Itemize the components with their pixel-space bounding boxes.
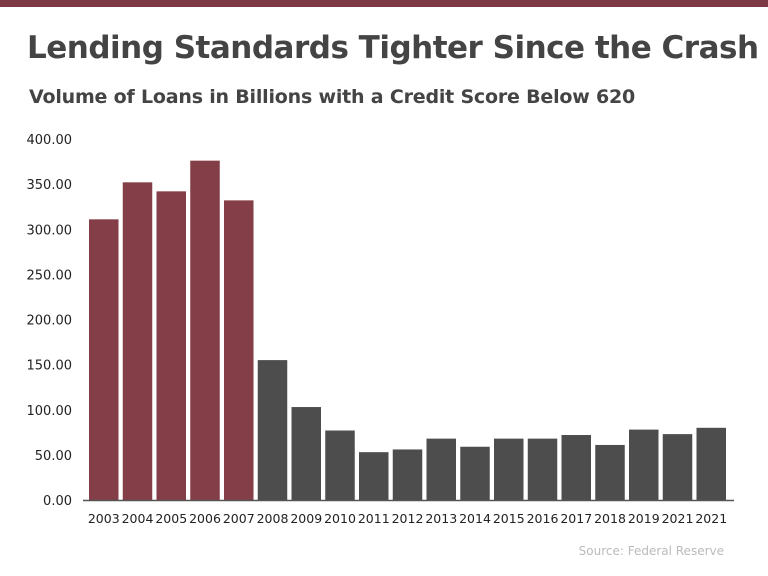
top-accent-band (0, 0, 768, 7)
x-tick-label: 2010 (324, 511, 356, 526)
bar-2011 (359, 452, 389, 500)
y-tick-label: 50.00 (35, 449, 72, 464)
y-tick-label: 350.00 (27, 178, 73, 193)
bar-2006 (190, 160, 220, 500)
bar-2007 (224, 200, 254, 500)
bar-2017 (561, 435, 591, 500)
x-tick-label: 2008 (257, 511, 289, 526)
bar-2015 (494, 438, 524, 500)
x-tick-label: 2006 (189, 511, 221, 526)
bar-2004 (122, 182, 153, 500)
y-tick-label: 300.00 (27, 223, 73, 238)
x-tick-label: 2012 (392, 511, 424, 526)
bar-2021 (696, 427, 726, 500)
x-tick-label: 2015 (493, 511, 525, 526)
x-tick-label: 2011 (358, 511, 390, 526)
bar-2005 (156, 191, 186, 500)
bar-2012 (392, 449, 423, 500)
bar-2009 (291, 407, 321, 500)
source-note: Source: Federal Reserve (578, 544, 724, 558)
bar-2019 (629, 429, 659, 500)
x-tick-label: 2003 (88, 511, 120, 526)
bar-2008 (257, 360, 288, 500)
y-tick-label: 200.00 (27, 314, 73, 329)
bar-2003 (89, 219, 119, 500)
x-tick-label: 2005 (155, 511, 187, 526)
x-tick-label: 2019 (628, 511, 660, 526)
y-tick-label: 100.00 (27, 404, 73, 419)
x-tick-label: 2021 (662, 511, 694, 526)
bar-2013 (426, 438, 456, 500)
x-tick-label: 2017 (560, 511, 592, 526)
x-tick-label: 2009 (290, 511, 322, 526)
chart-title: Lending Standards Tighter Since the Cras… (27, 30, 759, 66)
bar-2016 (527, 438, 558, 500)
y-tick-label: 0.00 (43, 494, 72, 509)
y-tick-label: 250.00 (27, 268, 73, 283)
x-tick-label: 2013 (425, 511, 457, 526)
x-tick-label: 2007 (223, 511, 255, 526)
chart-subtitle: Volume of Loans in Billions with a Credi… (29, 86, 636, 108)
bar-2021 (662, 434, 693, 500)
x-tick-label: 2021 (695, 511, 727, 526)
x-tick-label: 2014 (459, 511, 491, 526)
bar-2018 (595, 444, 625, 500)
x-tick-label: 2016 (527, 511, 559, 526)
bar-2014 (460, 446, 490, 500)
bar-2010 (325, 430, 355, 500)
x-tick-label: 2004 (122, 511, 154, 526)
x-tick-label: 2018 (594, 511, 626, 526)
y-tick-label: 400.00 (27, 133, 73, 148)
y-tick-label: 150.00 (27, 359, 73, 374)
